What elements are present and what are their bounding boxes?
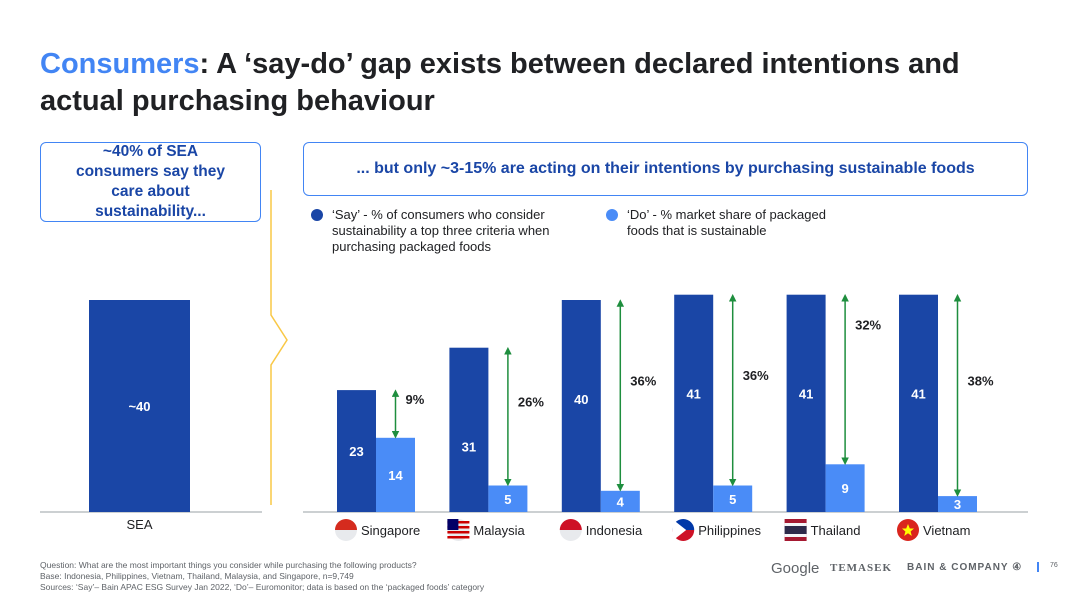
flag-part — [672, 519, 687, 541]
sea-chart: ~40 SEA — [40, 300, 262, 532]
legend-say-swatch — [311, 209, 323, 221]
say-value-label: 23 — [349, 444, 363, 459]
page-separator — [1037, 562, 1039, 572]
google-logo: Google — [771, 560, 820, 577]
footer-base: Base: Indonesia, Philippines, Vietnam, T… — [40, 571, 354, 581]
legend-do-label: ‘Do’ - % market share of packaged foods … — [627, 207, 826, 238]
say-bar — [674, 294, 714, 512]
callout-left: ~40% of SEA consumers say they care abou… — [40, 142, 261, 222]
gap-label: 36% — [743, 368, 769, 383]
sea-category-label: SEA — [126, 517, 152, 532]
indonesia-flag-icon — [559, 519, 582, 541]
do-bar — [600, 490, 640, 512]
flag-part — [784, 526, 807, 534]
title-rest: : A ‘say-do’ gap exists between declared… — [40, 48, 960, 117]
gap-label: 32% — [855, 318, 881, 333]
country-chart: 23 14 9% Singapore 31 5 26% Malaysia 40 4 36% Indon… — [303, 293, 1028, 541]
gap-label: 9% — [406, 392, 425, 407]
say-value-label: 31 — [462, 440, 476, 455]
sea-say-bar — [89, 300, 190, 512]
philippines-flag-icon — [672, 519, 695, 541]
footer-question: Question: What are the most important th… — [40, 560, 417, 570]
flag-part — [335, 519, 357, 530]
say-bar — [449, 347, 489, 512]
say-bar — [337, 390, 376, 512]
malaysia-flag-icon — [447, 519, 470, 541]
gap-label: 36% — [630, 373, 656, 388]
bain-logo: BAIN & COMPANY ④ — [907, 562, 1023, 573]
flag-part — [559, 519, 582, 530]
do-bar — [825, 464, 865, 512]
say-value-label: 40 — [574, 392, 588, 407]
country-label: Malaysia — [473, 523, 525, 538]
country-label: Singapore — [361, 523, 420, 538]
callout-right: ... but only ~3-15% are acting on their … — [303, 142, 1028, 196]
temasek-logo: TEMASEK — [830, 562, 893, 574]
singapore-flag-icon — [335, 519, 357, 541]
section-connector — [270, 190, 288, 505]
do-value-label: 14 — [388, 468, 403, 483]
say-value-label: 41 — [911, 387, 925, 402]
say-bar — [786, 294, 826, 512]
country-label: Indonesia — [586, 523, 643, 538]
bain-logo-text: BAIN & COMPANY — [907, 562, 1009, 573]
do-bar — [713, 485, 753, 512]
country-label: Philippines — [698, 523, 761, 538]
page-title: Consumers: A ‘say-do’ gap exists between… — [40, 46, 1040, 120]
page-number: 76 — [1050, 562, 1058, 569]
flag-part — [447, 519, 459, 530]
title-accent: Consumers — [40, 48, 200, 80]
legend-say: ‘Say’ - % of consumers who consider sust… — [311, 207, 593, 255]
say-bar — [561, 300, 601, 512]
say-value-label: 41 — [799, 387, 813, 402]
gap-label: 38% — [968, 373, 994, 388]
do-value-label: 3 — [954, 497, 961, 512]
country-label: Vietnam — [923, 523, 970, 538]
do-value-label: 9 — [841, 481, 848, 496]
flag-part — [447, 531, 470, 534]
say-value-label: 41 — [686, 387, 700, 402]
flag-part — [447, 536, 470, 539]
callout-right-text: ... but only ~3-15% are acting on their … — [356, 160, 975, 177]
gap-label: 26% — [518, 395, 544, 410]
do-value-label: 4 — [617, 494, 625, 509]
do-value-label: 5 — [729, 492, 736, 507]
do-bar — [488, 485, 528, 512]
thailand-flag-icon — [784, 519, 807, 541]
do-value-label: 5 — [504, 492, 511, 507]
footer-sources: Sources: ‘Say’– Bain APAC ESG Survey Jan… — [40, 582, 485, 592]
legend-do: ‘Do’ - % market share of packaged foods … — [606, 207, 856, 239]
legend-say-label: ‘Say’ - % of consumers who consider sust… — [332, 207, 550, 254]
country-label: Thailand — [811, 523, 861, 538]
do-bar — [938, 496, 977, 512]
flag-part — [902, 524, 914, 536]
footer-notes: Question: What are the most important th… — [40, 560, 484, 593]
legend-do-swatch — [606, 209, 618, 221]
vietnam-flag-icon — [897, 519, 919, 541]
do-bar — [376, 437, 415, 512]
sea-say-value-label: ~40 — [128, 399, 150, 414]
say-bar — [899, 294, 938, 512]
callout-left-text: ~40% of SEA consumers say they care abou… — [75, 143, 226, 220]
